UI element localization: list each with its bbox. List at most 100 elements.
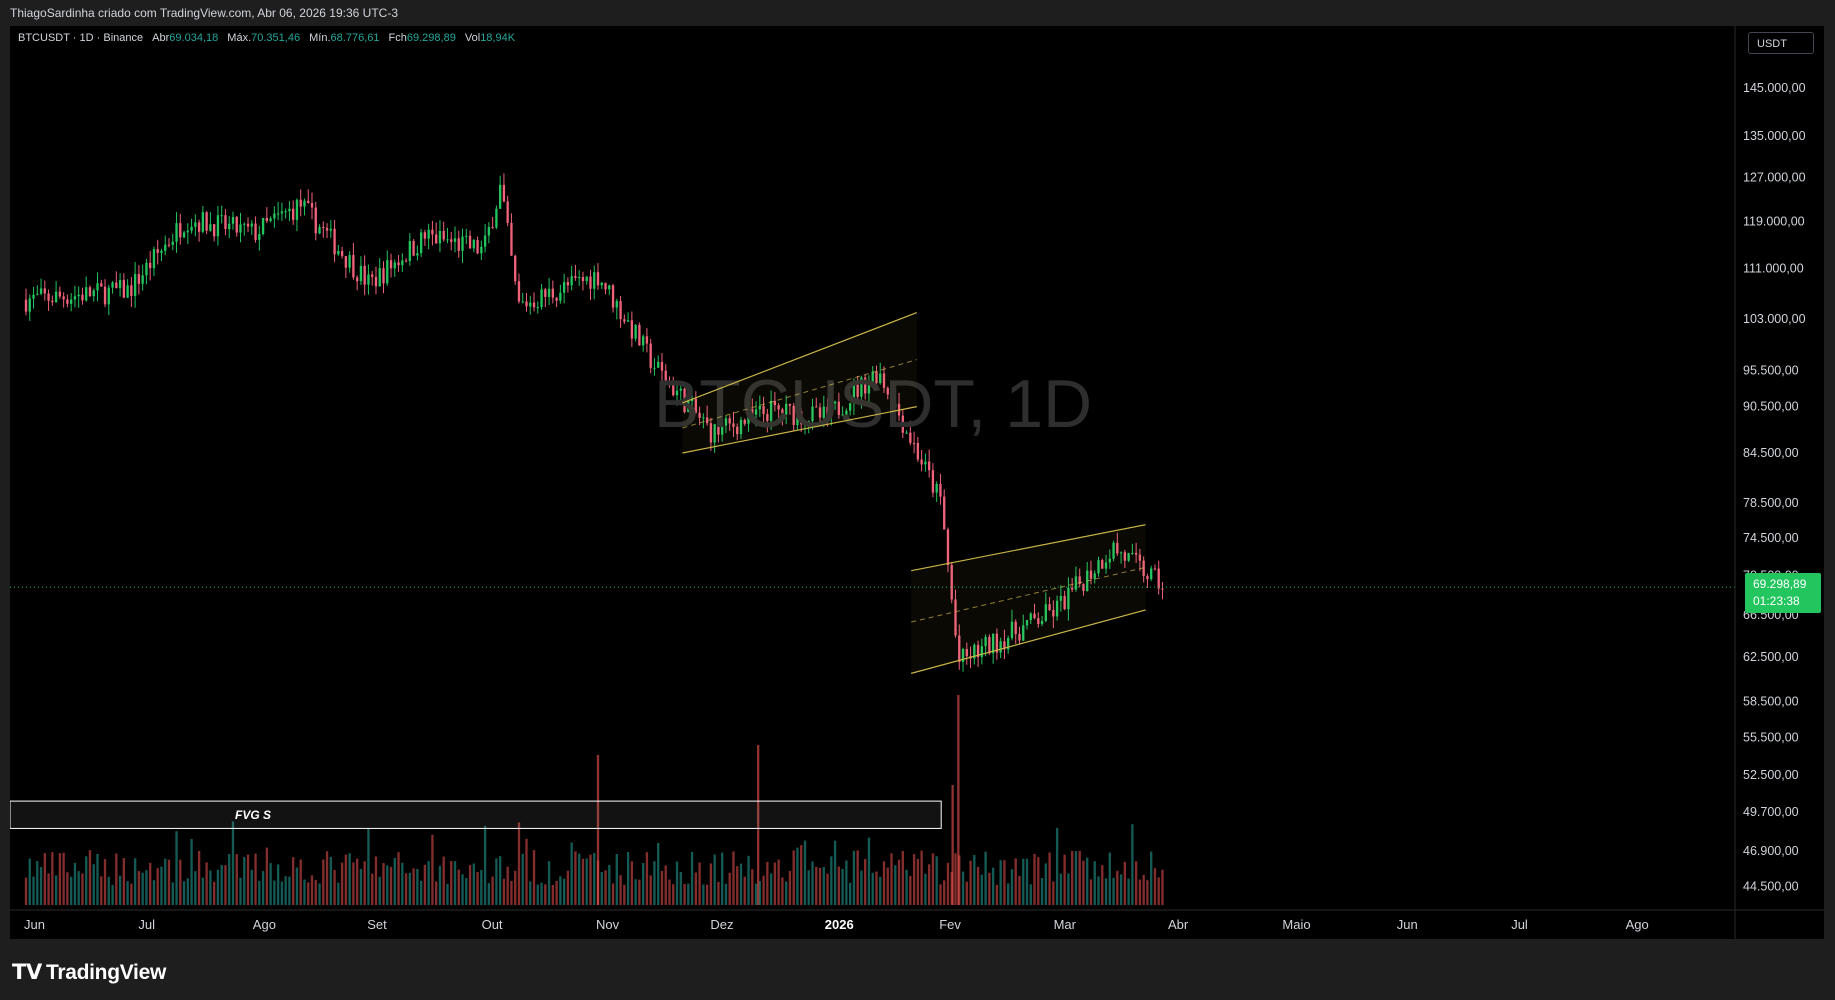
candle-body <box>1104 562 1108 569</box>
candle-body <box>833 401 837 404</box>
candle-body <box>167 244 171 246</box>
volume-bar <box>141 872 144 905</box>
chart-background <box>10 26 1824 939</box>
volume-bar <box>1123 861 1127 905</box>
candle-body <box>822 406 825 418</box>
candle-body <box>1048 604 1051 611</box>
volume-bar <box>197 850 201 905</box>
chart-caption: ThiagoSardinha criado com TradingView.co… <box>10 6 398 20</box>
price-axis[interactable]: 145.000,00 135.000,00 127.000,00 119.000,00… <box>1734 26 1806 939</box>
candle-body <box>961 648 965 662</box>
volume-bar <box>164 858 167 905</box>
candle-body <box>638 324 641 346</box>
candlestick-chart[interactable]: BTCUSDT, 1D FVG S 145.000,00 135.000,00 12… <box>10 26 1824 939</box>
volume-bar <box>1157 877 1160 905</box>
volume-bar <box>803 840 807 905</box>
volume-bar <box>419 880 423 905</box>
volume-bar <box>167 859 171 905</box>
volume-bar <box>698 862 701 905</box>
volume-bar <box>717 881 720 905</box>
volume-bar <box>314 880 317 905</box>
candle-body <box>118 280 122 289</box>
candle-body <box>954 599 957 636</box>
volume-bar <box>792 850 795 905</box>
price-axis-label: 145.000,00 <box>1743 81 1806 95</box>
volume-bar <box>871 872 874 905</box>
candle-body <box>544 289 547 297</box>
volume-bar <box>852 850 856 905</box>
candle-body <box>435 234 438 244</box>
volume-bar <box>995 884 999 905</box>
volume-bar <box>705 884 709 905</box>
volume-bar <box>1055 828 1059 905</box>
candle-body <box>378 268 381 287</box>
candle-body <box>1153 568 1157 570</box>
candle-body <box>604 282 607 290</box>
candle-body <box>186 230 189 233</box>
candle-body <box>1074 576 1078 590</box>
volume-bar <box>875 871 878 905</box>
volume-bar <box>984 851 987 905</box>
volume-bar <box>182 881 186 905</box>
candle-body <box>927 461 931 471</box>
currency-badge[interactable]: USDT <box>1748 32 1814 54</box>
volume-bar <box>600 872 603 905</box>
volume-bar <box>1078 850 1081 905</box>
candle-body <box>668 382 671 384</box>
candle-body <box>130 285 133 297</box>
candle-body <box>371 274 374 277</box>
candle-body <box>751 409 754 415</box>
volume-bar <box>43 853 46 905</box>
candle-body <box>77 294 80 297</box>
volume-bar <box>739 863 743 905</box>
volume-bar <box>329 856 332 905</box>
volume-spike <box>951 785 954 905</box>
candle-body <box>295 199 299 220</box>
candle-body <box>261 217 265 235</box>
candle-body <box>950 565 953 600</box>
volume-bar <box>980 874 984 905</box>
candle-body <box>619 301 622 320</box>
volume-bar <box>310 875 314 905</box>
volume-bar <box>860 870 863 905</box>
drawings[interactable]: FVG S <box>10 312 1735 829</box>
candle-body <box>912 442 916 444</box>
open-value: 69.034,18 <box>169 32 219 44</box>
candle-body <box>717 424 720 435</box>
volume-bar <box>822 867 825 905</box>
volume-spike <box>596 755 600 905</box>
volume-bar <box>762 875 765 905</box>
volume-bar <box>1022 858 1025 905</box>
candle-body <box>1078 576 1081 585</box>
chart-frame[interactable]: BTCUSDT, 1D FVG S 145.000,00 135.000,00 12… <box>10 26 1824 939</box>
time-axis[interactable]: Jun Jul Ago Set Out Nov Dez 2026 Fev Mar Abr Maio Ju… <box>10 909 1824 932</box>
candle-body <box>363 265 366 285</box>
candle-body <box>483 235 487 247</box>
candle-body <box>916 443 920 460</box>
volume-bars <box>24 695 1164 905</box>
candle-body <box>393 262 396 269</box>
candle-body <box>856 384 859 397</box>
volume-bar <box>581 858 585 905</box>
volume-bar <box>547 861 551 905</box>
close-value: 69.298,89 <box>406 32 456 44</box>
volume-bar <box>175 831 178 905</box>
volume-bar <box>1108 852 1111 905</box>
candle-body <box>687 401 690 413</box>
volume-bar <box>536 884 539 905</box>
volume-bar <box>1082 860 1085 905</box>
price-axis-label: 55.500,00 <box>1743 730 1799 744</box>
volume-bar <box>235 854 238 905</box>
volume-bar <box>284 876 287 905</box>
candle-body <box>51 300 54 303</box>
tradingview-logo[interactable]: 𝗧𝗩 TradingView <box>12 960 166 985</box>
time-axis-label: Jul <box>138 917 155 932</box>
volume-bar <box>638 879 641 905</box>
volume-bar <box>344 854 348 905</box>
candle-body <box>1101 560 1104 569</box>
fvg-zone <box>10 800 942 829</box>
candle-body <box>800 410 803 425</box>
volume-bar <box>736 866 739 905</box>
volume-bar <box>973 854 976 905</box>
volume-bar <box>660 870 664 905</box>
